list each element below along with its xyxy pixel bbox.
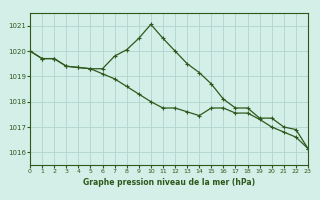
X-axis label: Graphe pression niveau de la mer (hPa): Graphe pression niveau de la mer (hPa) — [83, 178, 255, 187]
